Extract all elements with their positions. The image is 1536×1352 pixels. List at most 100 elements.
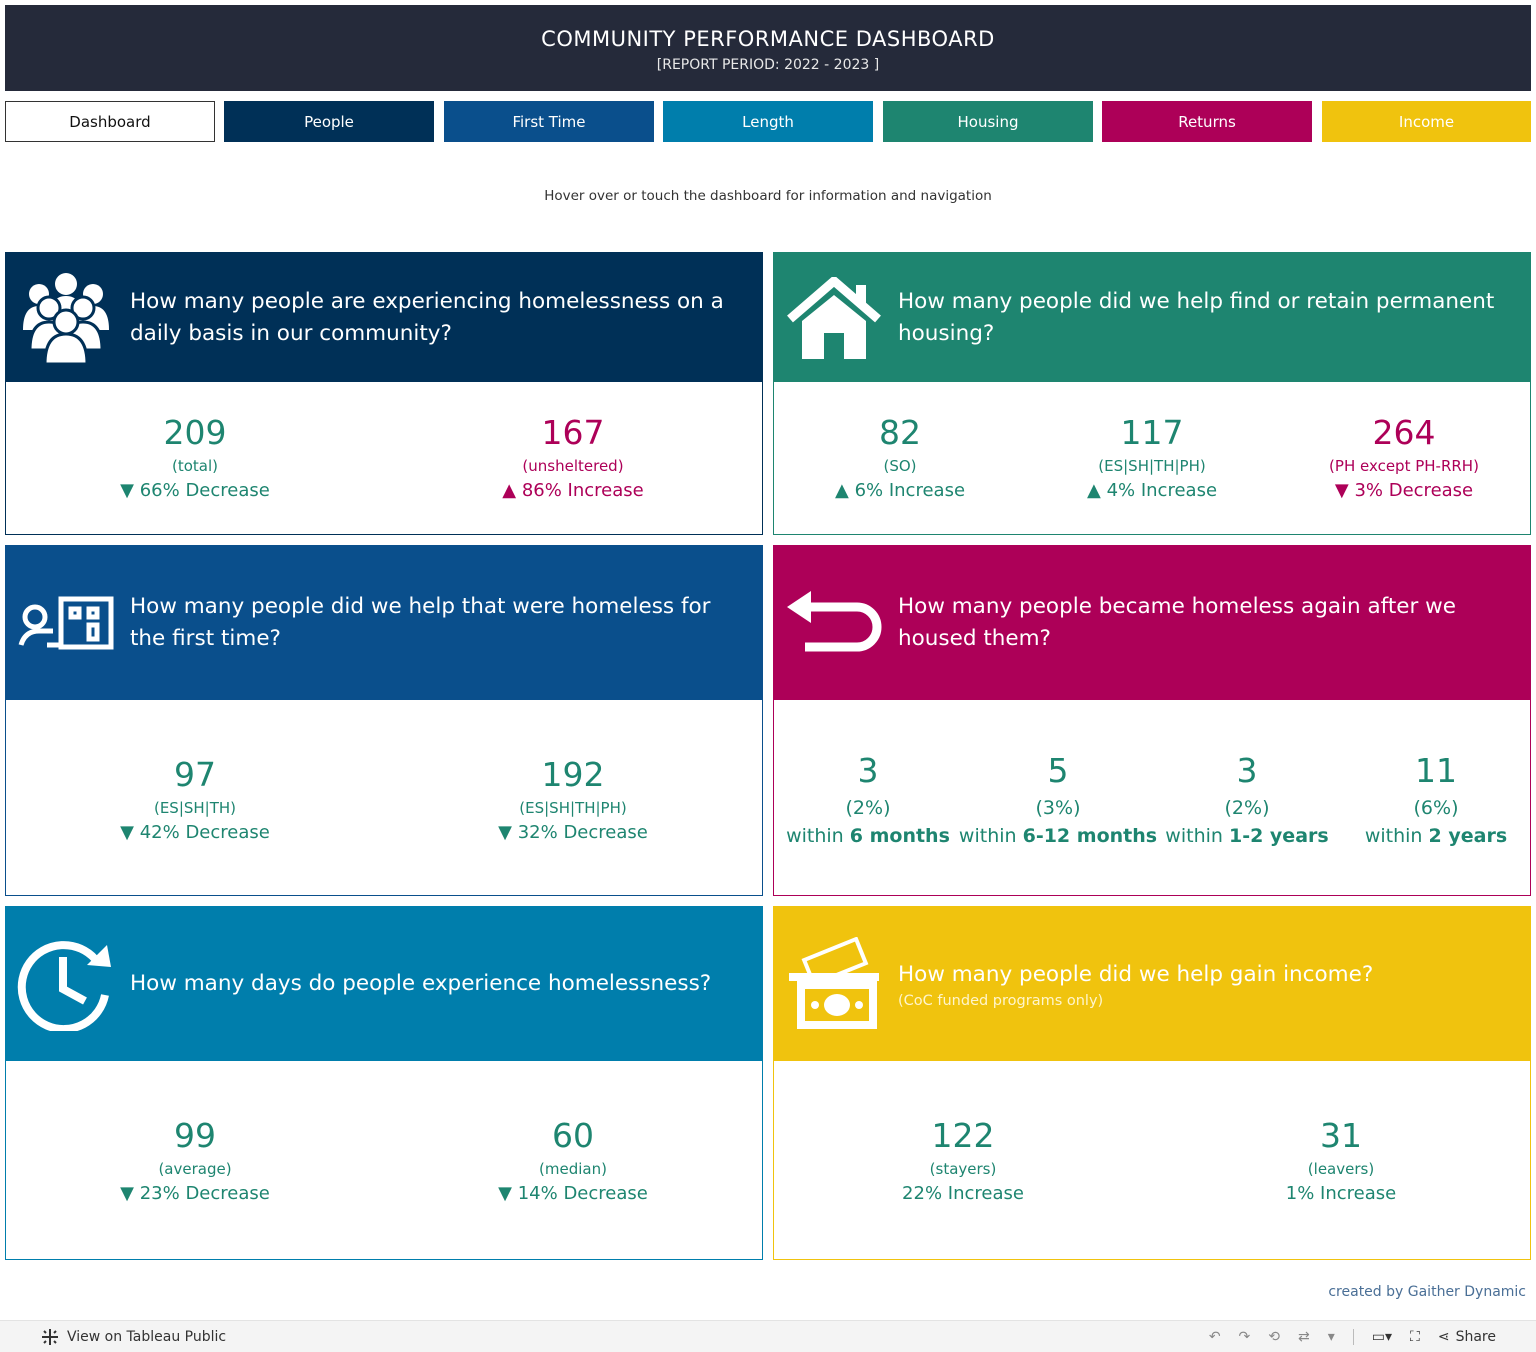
- card-length-body: 99 (average) ▼ 23% Decrease 60 (median) …: [6, 1060, 762, 1259]
- card-returns-body: 3 (2%) within 6 months 5 (3%) within 6-1…: [774, 699, 1530, 895]
- metric-es-sh-th-ph[interactable]: 117 (ES|SH|TH|PH) ▲ 4% Increase: [1002, 413, 1302, 503]
- page-title: COMMUNITY PERFORMANCE DASHBOARD: [541, 27, 995, 51]
- metric-es-sh-th-ph[interactable]: 192 (ES|SH|TH|PH) ▼ 32% Decrease: [423, 755, 723, 845]
- card-income-header[interactable]: How many people did we help gain income?…: [774, 907, 1530, 1061]
- metric-percent: (3%): [1035, 797, 1081, 819]
- card-first-time-body: 97 (ES|SH|TH) ▼ 42% Decrease 192 (ES|SH|…: [6, 699, 762, 895]
- metric-label: (average): [158, 1160, 232, 1178]
- metric-value: 82: [879, 413, 921, 452]
- card-length-header[interactable]: How many days do people experience homel…: [6, 907, 762, 1061]
- metric-value: 192: [541, 755, 605, 794]
- view-on-tableau-link[interactable]: View on Tableau Public: [40, 1327, 226, 1347]
- metric-stayers[interactable]: 122 (stayers) 22% Increase: [813, 1116, 1113, 1206]
- report-period: [REPORT PERIOD: 2022 - 2023 ]: [656, 57, 880, 73]
- card-returns-header[interactable]: How many people became homeless again af…: [774, 546, 1530, 700]
- metric-change: 22% Increase: [902, 1183, 1024, 1204]
- card-people-header[interactable]: How many people are experiencing homeles…: [6, 253, 762, 382]
- card-length[interactable]: How many days do people experience homel…: [5, 906, 763, 1260]
- metric-so[interactable]: 82 (SO) ▲ 6% Increase: [750, 413, 1050, 503]
- metric-label: (median): [539, 1160, 607, 1178]
- metric-total[interactable]: 209 (total) ▼ 66% Decrease: [45, 413, 345, 503]
- metric-value: 99: [174, 1116, 216, 1155]
- metric-unsheltered[interactable]: 167 (unsheltered) ▲ 86% Increase: [423, 413, 723, 503]
- metric-period: within 2 years: [1364, 825, 1508, 847]
- metric-label: (SO): [883, 457, 917, 475]
- card-first-time-header[interactable]: How many people did we help that were ho…: [6, 546, 762, 700]
- metric-returns-1-2-years[interactable]: 3 (2%) within 1-2 years: [1097, 751, 1397, 849]
- arrow-down-icon: ▼: [498, 1183, 512, 1204]
- card-people[interactable]: How many people are experiencing homeles…: [5, 252, 763, 535]
- nav-length-button[interactable]: Length: [663, 101, 873, 142]
- fullscreen-icon[interactable]: ⛶: [1410, 1328, 1420, 1345]
- metric-value: 31: [1320, 1116, 1362, 1155]
- metric-value: 122: [931, 1116, 995, 1155]
- card-returns[interactable]: How many people became homeless again af…: [773, 545, 1531, 896]
- metric-value: 60: [552, 1116, 594, 1155]
- card-first-time[interactable]: How many people did we help that were ho…: [5, 545, 763, 896]
- metric-change: ▼ 14% Decrease: [498, 1183, 648, 1204]
- metric-period: within 1-2 years: [1165, 825, 1329, 847]
- metric-returns-6-months[interactable]: 3 (2%) within 6 months: [718, 751, 1018, 849]
- metric-es-sh-th[interactable]: 97 (ES|SH|TH) ▼ 42% Decrease: [45, 755, 345, 845]
- metric-change: ▼ 66% Decrease: [120, 480, 270, 501]
- redo-icon[interactable]: ↷: [1238, 1328, 1251, 1345]
- metric-value: 264: [1372, 413, 1436, 452]
- metric-label: (ES|SH|TH): [153, 799, 237, 817]
- refresh-icon[interactable]: ⇄: [1298, 1328, 1310, 1345]
- present-icon[interactable]: ▭▾: [1371, 1328, 1393, 1345]
- header-banner: COMMUNITY PERFORMANCE DASHBOARD [REPORT …: [5, 5, 1531, 91]
- person-building-icon: [16, 546, 116, 700]
- card-housing[interactable]: How many people did we help find or reta…: [773, 252, 1531, 535]
- nav-returns-button[interactable]: Returns: [1102, 101, 1312, 142]
- metric-value: 5: [1047, 751, 1069, 790]
- card-income-body: 122 (stayers) 22% Increase 31 (leavers) …: [774, 1060, 1530, 1259]
- toolbar-actions: ↶ ↷ ⟲ ⇄ ▾ ▭▾ ⛶ ⋖ Share: [1208, 1328, 1496, 1345]
- undo-icon[interactable]: ↶: [1208, 1328, 1221, 1345]
- metric-value: 3: [857, 751, 879, 790]
- nav-income-button[interactable]: Income: [1322, 101, 1531, 142]
- card-first-time-question: How many people did we help that were ho…: [130, 594, 711, 651]
- share-button[interactable]: ⋖ Share: [1438, 1329, 1496, 1345]
- metric-ph-except-rrh[interactable]: 264 (PH except PH-RRH) ▼ 3% Decrease: [1254, 413, 1536, 503]
- nav-housing-button[interactable]: Housing: [883, 101, 1093, 142]
- metric-returns-2-years[interactable]: 11 (6%) within 2 years: [1286, 751, 1536, 849]
- card-housing-body: 82 (SO) ▲ 6% Increase 117 (ES|SH|TH|PH) …: [774, 381, 1530, 534]
- revert-icon[interactable]: ⟲: [1268, 1328, 1281, 1345]
- metric-change: ▼ 3% Decrease: [1334, 480, 1474, 501]
- metric-change: ▲ 4% Increase: [1086, 480, 1218, 501]
- metric-average[interactable]: 99 (average) ▼ 23% Decrease: [45, 1116, 345, 1206]
- nav-first-time-button[interactable]: First Time: [444, 101, 654, 142]
- card-people-body: 209 (total) ▼ 66% Decrease 167 (unshelte…: [6, 381, 762, 534]
- return-arrow-icon: [784, 546, 884, 700]
- metric-percent: (6%): [1413, 797, 1459, 819]
- metric-change: ▲ 6% Increase: [834, 480, 966, 501]
- arrow-down-icon: ▼: [120, 822, 134, 843]
- metric-change: ▼ 32% Decrease: [498, 822, 648, 843]
- metric-median[interactable]: 60 (median) ▼ 14% Decrease: [423, 1116, 723, 1206]
- arrow-up-icon: ▲: [1086, 480, 1101, 501]
- metric-period: within 6-12 months: [958, 825, 1158, 847]
- share-label: Share: [1455, 1328, 1496, 1345]
- metric-leavers[interactable]: 31 (leavers) 1% Increase: [1191, 1116, 1491, 1206]
- view-on-tableau-label: View on Tableau Public: [67, 1328, 227, 1345]
- metric-label: (stayers): [929, 1160, 997, 1178]
- toolbar-divider: [1352, 1328, 1354, 1345]
- card-income[interactable]: How many people did we help gain income?…: [773, 906, 1531, 1260]
- card-housing-header[interactable]: How many people did we help find or reta…: [774, 253, 1530, 382]
- metric-label: (leavers): [1307, 1160, 1375, 1178]
- metric-period: within 6 months: [786, 825, 950, 847]
- tableau-logo-icon: [42, 1328, 58, 1345]
- metric-returns-6-12-months[interactable]: 5 (3%) within 6-12 months: [908, 751, 1208, 849]
- card-income-subtitle: (CoC funded programs only): [898, 993, 1104, 1009]
- metric-value: 167: [541, 413, 605, 452]
- nav-people-button[interactable]: People: [224, 101, 434, 142]
- metric-change: ▲ 86% Increase: [502, 480, 644, 501]
- metric-value: 209: [163, 413, 227, 452]
- arrow-down-icon: ▼: [498, 822, 512, 843]
- nav-dashboard-button[interactable]: Dashboard: [5, 101, 215, 142]
- metric-percent: (2%): [845, 797, 891, 819]
- card-returns-question: How many people became homeless again af…: [898, 594, 1456, 651]
- credit-link[interactable]: created by Gaither Dynamic: [1328, 1284, 1526, 1300]
- pause-dropdown-icon[interactable]: ▾: [1327, 1328, 1335, 1345]
- metric-label: (ES|SH|TH|PH): [1098, 457, 1206, 475]
